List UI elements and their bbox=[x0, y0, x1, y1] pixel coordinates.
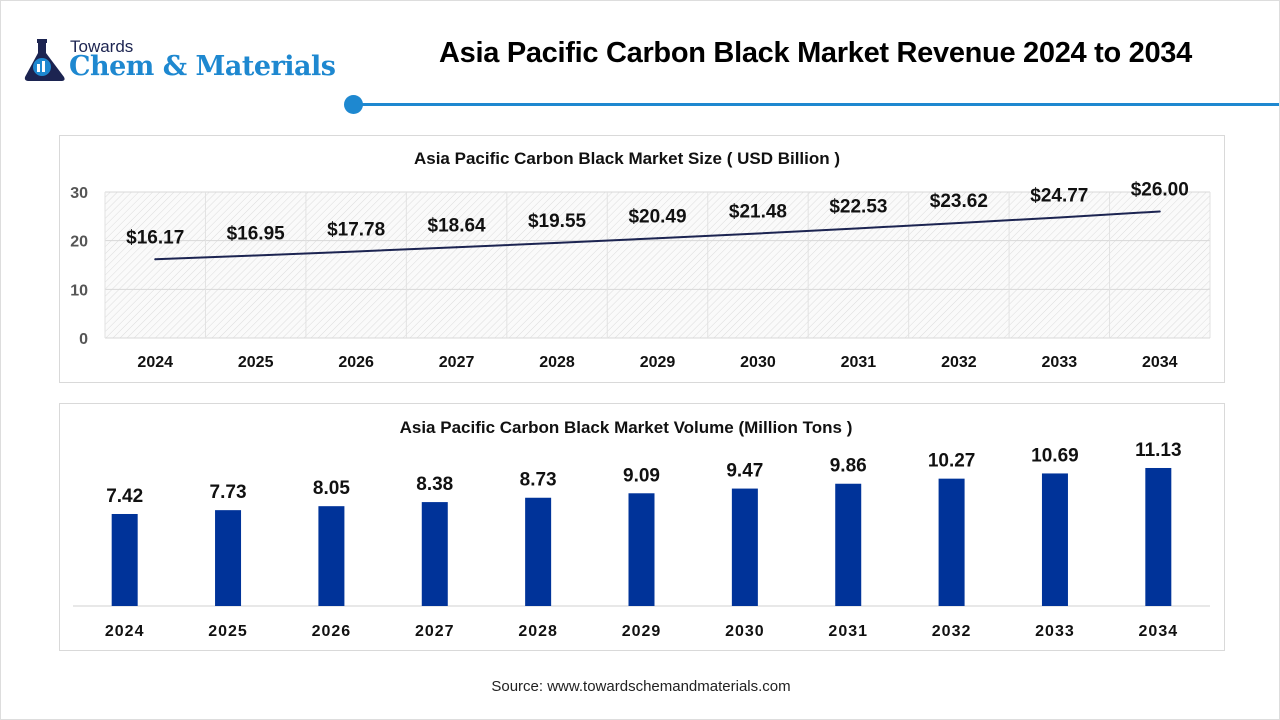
volume-bar bbox=[318, 506, 345, 606]
x-tick-label: 2026 bbox=[338, 354, 374, 371]
x-tick-label: 2026 bbox=[312, 623, 352, 640]
x-tick-label: 2034 bbox=[1142, 354, 1178, 371]
volume-bar bbox=[525, 497, 552, 606]
source-note: Source: www.towardschemandmaterials.com bbox=[491, 678, 791, 695]
x-tick-label: 2027 bbox=[415, 623, 455, 640]
data-label: $16.17 bbox=[126, 227, 184, 248]
x-tick-label: 2031 bbox=[828, 623, 868, 640]
data-label: 10.27 bbox=[928, 451, 976, 472]
data-point bbox=[857, 227, 860, 230]
data-label: 8.05 bbox=[313, 478, 350, 499]
market-size-line-chart: Asia Pacific Carbon Black Market Size ( … bbox=[70, 149, 1211, 371]
data-point bbox=[957, 222, 960, 225]
x-tick-label: 2033 bbox=[1042, 354, 1078, 371]
data-point bbox=[1058, 216, 1061, 219]
x-tick-label: 2034 bbox=[1139, 623, 1179, 640]
data-label: $18.64 bbox=[428, 215, 487, 236]
data-label: $17.78 bbox=[327, 219, 385, 240]
volume-bar bbox=[215, 510, 242, 606]
data-point bbox=[254, 254, 257, 257]
market-size-chart-panel: Asia Pacific Carbon Black Market Size ( … bbox=[59, 135, 1225, 383]
data-label: $16.95 bbox=[227, 224, 286, 245]
y-tick-label: 0 bbox=[79, 331, 88, 348]
data-point bbox=[1158, 210, 1161, 213]
y-tick-label: 30 bbox=[70, 185, 88, 202]
volume-bar bbox=[421, 502, 448, 606]
volume-bar bbox=[1041, 473, 1068, 606]
data-label: 7.73 bbox=[210, 482, 247, 503]
x-tick-label: 2032 bbox=[932, 623, 972, 640]
data-point bbox=[656, 237, 659, 240]
data-label: 8.38 bbox=[416, 474, 453, 495]
x-tick-label: 2024 bbox=[137, 354, 173, 371]
x-tick-label: 2028 bbox=[539, 354, 575, 371]
data-label: $21.48 bbox=[729, 201, 787, 222]
data-label: 10.69 bbox=[1031, 445, 1079, 466]
data-label: 11.13 bbox=[1135, 440, 1182, 461]
chart-title: Asia Pacific Carbon Black Market Volume … bbox=[400, 418, 853, 437]
x-tick-label: 2029 bbox=[640, 354, 676, 371]
divider-dot bbox=[344, 95, 363, 114]
data-label: 9.47 bbox=[726, 461, 763, 482]
data-label: 7.42 bbox=[106, 486, 143, 507]
x-tick-label: 2025 bbox=[238, 354, 274, 371]
plot-area bbox=[105, 192, 1210, 338]
x-tick-label: 2024 bbox=[105, 623, 145, 640]
volume-bar bbox=[628, 493, 655, 606]
data-label: $26.00 bbox=[1131, 179, 1189, 200]
x-tick-label: 2025 bbox=[208, 623, 248, 640]
market-volume-chart-panel: Asia Pacific Carbon Black Market Volume … bbox=[59, 403, 1225, 651]
data-label: $23.62 bbox=[930, 191, 988, 212]
x-tick-label: 2028 bbox=[518, 623, 558, 640]
data-label: 9.86 bbox=[830, 456, 867, 477]
data-point bbox=[556, 241, 559, 244]
data-label: $19.55 bbox=[528, 211, 587, 232]
page-title: Asia Pacific Carbon Black Market Revenue… bbox=[439, 37, 1192, 69]
x-tick-label: 2030 bbox=[740, 354, 776, 371]
flask-icon bbox=[24, 39, 65, 81]
data-label: $24.77 bbox=[1030, 185, 1088, 206]
data-label: $20.49 bbox=[628, 206, 686, 227]
data-point bbox=[355, 250, 358, 253]
x-tick-label: 2033 bbox=[1035, 623, 1075, 640]
volume-bar bbox=[111, 513, 138, 606]
x-tick-label: 2029 bbox=[622, 623, 662, 640]
x-tick-label: 2030 bbox=[725, 623, 765, 640]
x-tick-label: 2032 bbox=[941, 354, 977, 371]
market-volume-bar-chart: Asia Pacific Carbon Black Market Volume … bbox=[73, 418, 1210, 640]
data-label: 8.73 bbox=[520, 470, 557, 491]
volume-bar bbox=[938, 478, 965, 606]
data-point bbox=[154, 258, 157, 261]
x-tick-label: 2027 bbox=[439, 354, 475, 371]
y-tick-label: 10 bbox=[70, 282, 88, 299]
x-tick-label: 2031 bbox=[841, 354, 877, 371]
volume-bar bbox=[1145, 467, 1172, 606]
title-divider bbox=[353, 103, 1279, 106]
y-tick-label: 20 bbox=[70, 234, 88, 251]
volume-bar bbox=[835, 483, 862, 606]
logo-text-brand: Chem & Materials bbox=[69, 51, 336, 82]
chart-title: Asia Pacific Carbon Black Market Size ( … bbox=[414, 149, 840, 168]
data-point bbox=[455, 246, 458, 249]
data-point bbox=[756, 232, 759, 235]
data-label: 9.09 bbox=[623, 465, 660, 486]
data-label: $22.53 bbox=[829, 196, 887, 217]
volume-bar bbox=[731, 488, 758, 606]
logo-text-towards: Towards bbox=[70, 37, 134, 56]
